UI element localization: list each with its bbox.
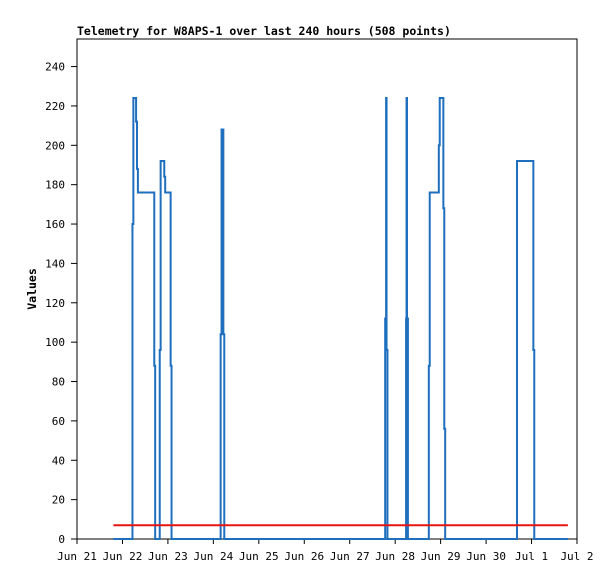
y-axis-ticks: 0 20 40 60 80 100 120 140 160 180 200 220 240 xyxy=(45,61,77,546)
x-tick-label: Jun 27 xyxy=(330,550,370,563)
telemetry-series-line xyxy=(113,97,568,540)
y-tick-label: 60 xyxy=(52,415,65,428)
x-tick-label: Jul 1 xyxy=(515,550,548,563)
x-tick-label: Jun 22 xyxy=(103,550,143,563)
x-axis-ticks: Jun 21 Jun 22 Jun 23 Jun 24 Jun 25 Jun 26 Jun … xyxy=(57,539,594,563)
x-tick-label: Jun 21 xyxy=(57,550,97,563)
y-tick-label: 180 xyxy=(45,179,65,192)
x-tick-label: Jul 2 xyxy=(560,550,593,563)
x-tick-label: Jun 29 xyxy=(421,550,461,563)
x-tick-label: Jun 23 xyxy=(148,550,188,563)
chart-title: Telemetry for W8APS-1 over last 240 hour… xyxy=(77,24,451,38)
y-tick-label: 100 xyxy=(45,336,65,349)
y-tick-label: 20 xyxy=(52,494,65,507)
x-tick-label: Jun 28 xyxy=(375,550,415,563)
y-tick-label: 0 xyxy=(58,533,65,546)
y-tick-label: 120 xyxy=(45,297,65,310)
y-tick-label: 40 xyxy=(52,454,65,467)
x-tick-label: Jun 24 xyxy=(193,550,233,563)
y-axis-label: Values xyxy=(25,268,39,310)
y-tick-label: 220 xyxy=(45,100,65,113)
y-tick-label: 200 xyxy=(45,139,65,152)
plot-area-frame xyxy=(76,38,578,540)
y-tick-label: 160 xyxy=(45,218,65,231)
y-tick-label: 240 xyxy=(45,61,65,74)
series-layer xyxy=(113,97,568,540)
x-tick-label: Jun 25 xyxy=(239,550,279,563)
x-tick-label: Jun 26 xyxy=(284,550,324,563)
y-tick-label: 80 xyxy=(52,376,65,389)
x-tick-label: Jun 30 xyxy=(466,550,506,563)
y-tick-label: 140 xyxy=(45,257,65,270)
